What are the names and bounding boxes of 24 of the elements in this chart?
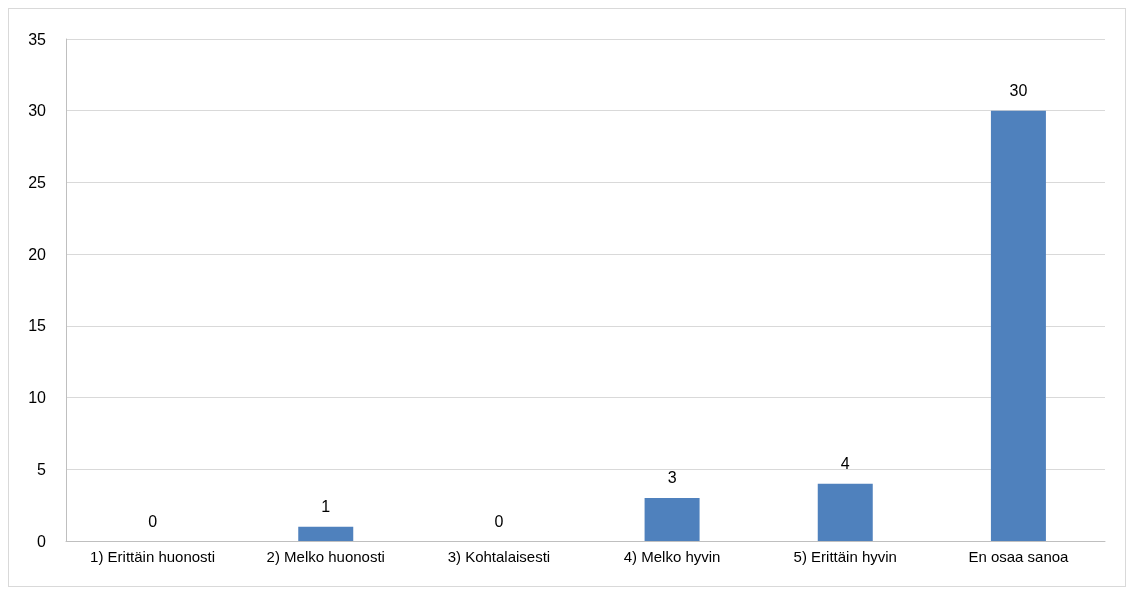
y-tick-label: 0 <box>37 532 47 550</box>
bar <box>817 483 873 541</box>
y-tick-label: 15 <box>28 317 47 335</box>
x-tick-label: 5) Erittäin hyvin <box>793 548 897 565</box>
y-tick-label: 10 <box>28 389 47 407</box>
bar <box>644 497 700 541</box>
data-label: 1 <box>321 498 331 516</box>
data-label: 0 <box>494 512 504 530</box>
y-tick-label: 35 <box>28 30 47 48</box>
x-tick-label: 1) Erittäin huonosti <box>90 548 216 565</box>
data-label: 30 <box>1009 82 1028 100</box>
x-tick-label: 2) Melko huonosti <box>266 548 385 565</box>
y-tick-label: 25 <box>28 173 47 191</box>
data-label: 0 <box>148 512 158 530</box>
y-tick-label: 30 <box>28 102 47 120</box>
bar <box>298 526 354 541</box>
data-label: 4 <box>840 455 850 473</box>
x-tick-label: 4) Melko hyvin <box>623 548 721 565</box>
y-tick-label: 20 <box>28 245 47 263</box>
x-tick-label: 3) Kohtalaisesti <box>447 548 551 565</box>
x-tick-label: En osaa sanoa <box>968 548 1070 565</box>
bar <box>990 110 1046 541</box>
data-label: 3 <box>667 469 677 487</box>
y-tick-label: 5 <box>37 460 47 478</box>
